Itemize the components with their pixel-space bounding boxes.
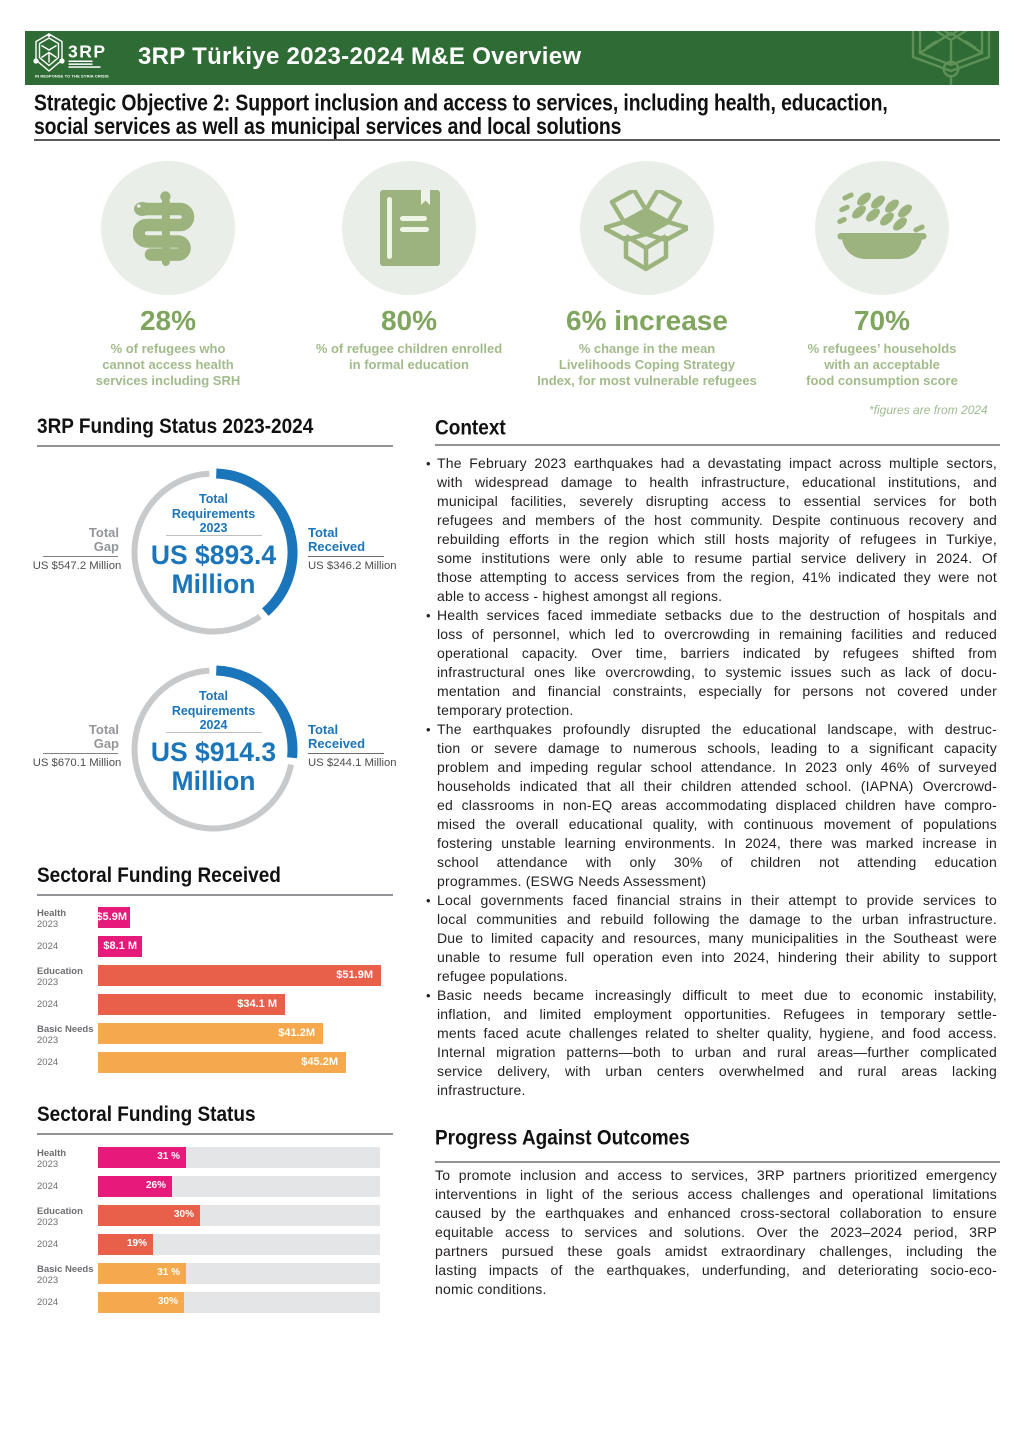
svg-text:IN RESPONSE TO THE SYRIA CRISI: IN RESPONSE TO THE SYRIA CRISIS <box>35 74 109 79</box>
svg-text:3RP: 3RP <box>68 42 107 62</box>
